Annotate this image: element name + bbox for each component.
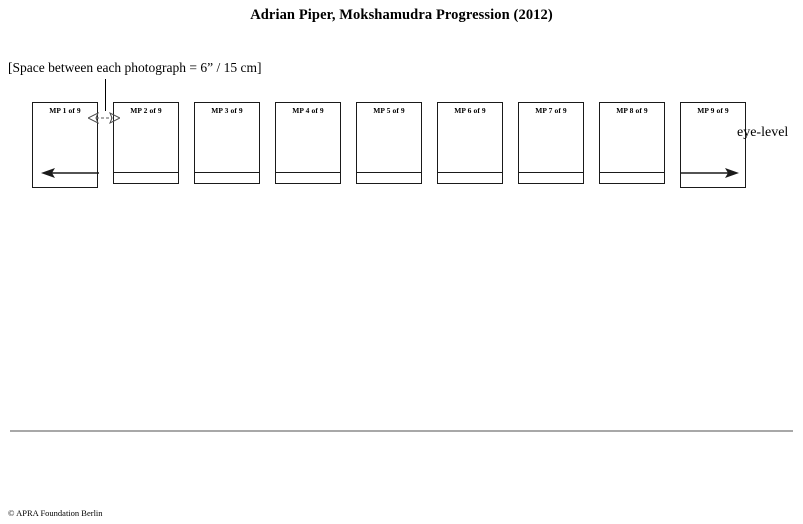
page-title: Adrian Piper, Mokshamudra Progression (2… [250, 7, 553, 23]
photo-panel-label: MP 1 of 9 [49, 106, 81, 115]
photo-panel-8[interactable]: MP 8 of 9 [599, 102, 665, 184]
panel-divider-line [518, 172, 584, 173]
copyright-credit: © APRA Foundation Berlin [8, 508, 103, 518]
photo-panel-label: MP 3 of 9 [211, 106, 243, 115]
spacing-leader-line [105, 79, 106, 111]
panel-divider-line [599, 172, 665, 173]
photo-panel-2[interactable]: MP 2 of 9 [113, 102, 179, 184]
eye-level-label: eye-level [737, 125, 789, 140]
photograph-row: MP 1 of 9 MP 2 of 9 MP 3 of 9 MP 4 of 9 [0, 0, 803, 220]
photo-panel-label: MP 8 of 9 [616, 106, 648, 115]
photo-panel-label: MP 9 of 9 [697, 106, 729, 115]
photo-panel-9[interactable]: MP 9 of 9 [680, 102, 746, 188]
panel-divider-line [275, 172, 341, 173]
spacing-annotation: [Space between each photograph = 6” / 15… [8, 60, 262, 75]
panel-divider-line [113, 172, 179, 173]
panel-divider-line [194, 172, 260, 173]
photo-panel-label: MP 7 of 9 [535, 106, 567, 115]
photo-panel-1[interactable]: MP 1 of 9 [32, 102, 99, 188]
panel-divider-line [356, 172, 422, 173]
photo-panel-4[interactable]: MP 4 of 9 [275, 102, 341, 184]
arrow-left-icon [41, 166, 99, 180]
photo-panel-6[interactable]: MP 6 of 9 [437, 102, 503, 184]
photo-panel-5[interactable]: MP 5 of 9 [356, 102, 422, 184]
photo-panel-label: MP 6 of 9 [454, 106, 486, 115]
spacing-double-arrow-icon [88, 110, 120, 126]
photo-panel-label: MP 4 of 9 [292, 106, 324, 115]
panel-divider-line [437, 172, 503, 173]
arrow-right-icon [681, 166, 739, 180]
photo-panel-label: MP 5 of 9 [373, 106, 405, 115]
photo-panel-label: MP 2 of 9 [130, 106, 162, 115]
photo-panel-3[interactable]: MP 3 of 9 [194, 102, 260, 184]
footer-divider [10, 430, 793, 432]
photo-panel-7[interactable]: MP 7 of 9 [518, 102, 584, 184]
